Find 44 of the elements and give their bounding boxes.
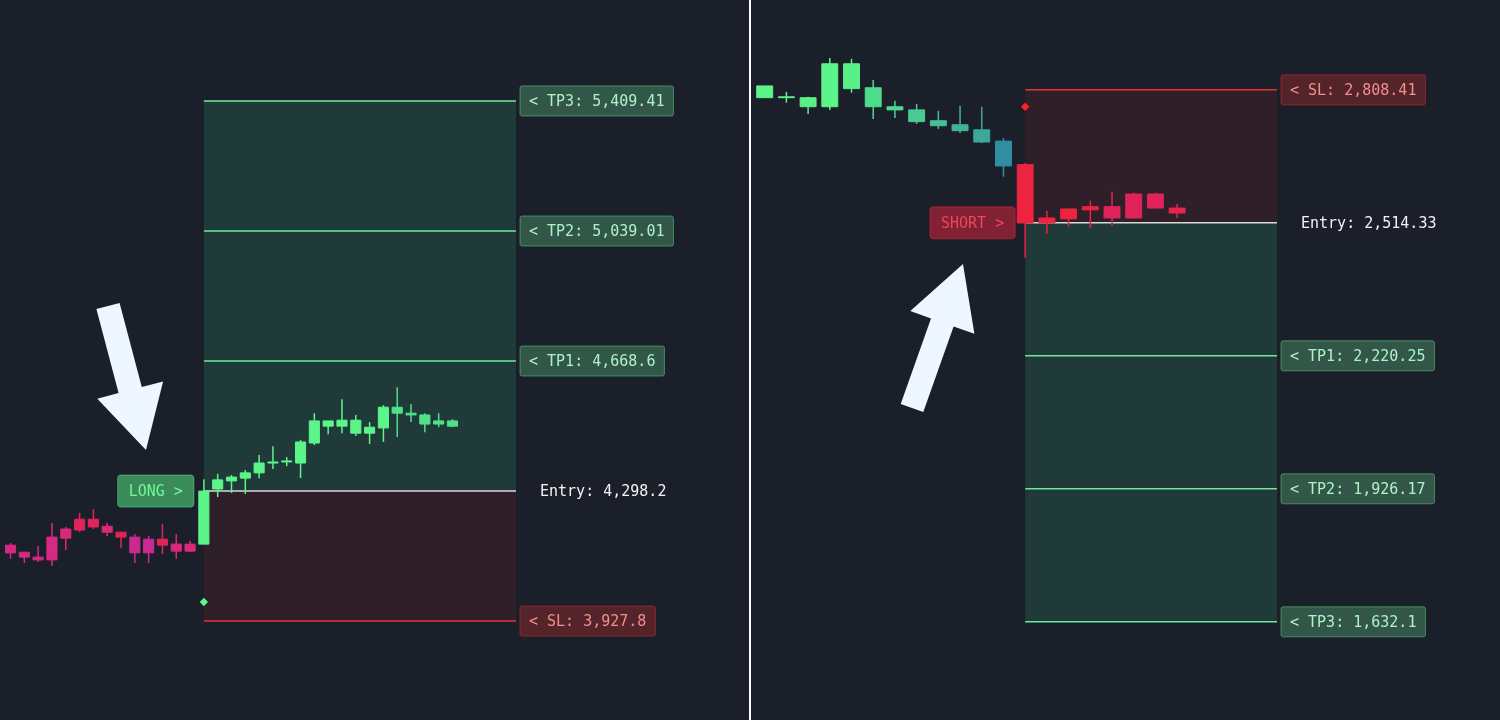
candlestick [32, 545, 44, 563]
candlestick [377, 404, 389, 443]
annotation: SHORT > [940, 213, 1005, 232]
ref-line-label: < TP2: 5,039.01 [529, 221, 665, 240]
candlestick [170, 533, 182, 560]
candlestick [46, 522, 58, 567]
candlestick [951, 105, 969, 134]
candlestick [143, 535, 155, 564]
candlestick [253, 454, 265, 479]
ref-line-label: < TP1: 4,668.6 [529, 352, 656, 371]
candlestick [864, 79, 882, 120]
candlestick [419, 412, 431, 433]
candlestick [267, 445, 279, 470]
candlestick [929, 110, 947, 130]
candlestick [1038, 210, 1056, 235]
candlestick [87, 508, 99, 530]
candlestick [973, 105, 991, 144]
ref-line-label: Entry: 4,298.2 [540, 482, 667, 501]
candlestick [74, 512, 86, 533]
ref-line-label: Entry: 2,514.33 [1301, 213, 1437, 232]
ref-line-label: < SL: 2,808.41 [1290, 80, 1417, 99]
candlestick [239, 469, 251, 495]
ref-line-label: < SL: 3,927.8 [529, 612, 647, 631]
ref-line-label: < TP1: 2,220.25 [1290, 346, 1426, 365]
ref-line-label: < TP3: 1,632.1 [1290, 612, 1417, 631]
ref-line-label: < TP3: 5,409.41 [529, 91, 665, 110]
candlestick [908, 103, 926, 125]
candlestick [1103, 191, 1121, 227]
candlestick [886, 100, 904, 119]
candlestick [294, 439, 307, 479]
candlestick [212, 473, 224, 498]
candlestick [60, 526, 72, 551]
ref-line-label: < TP2: 1,926.17 [1290, 479, 1426, 498]
candlestick [350, 414, 362, 437]
candlestick [1125, 191, 1143, 220]
candlestick [1081, 200, 1099, 229]
candlestick [336, 398, 348, 434]
candlestick [391, 386, 403, 438]
candlestick [129, 533, 141, 564]
candlestick [364, 421, 376, 445]
candlestick [156, 523, 169, 555]
candlestick [405, 403, 417, 423]
candlestick [308, 412, 320, 446]
annotation: LONG > [128, 482, 183, 501]
